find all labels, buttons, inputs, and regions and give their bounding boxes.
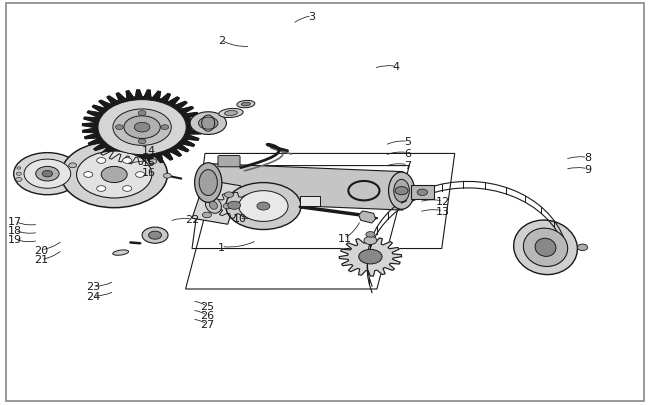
Circle shape — [123, 186, 132, 192]
Ellipse shape — [194, 163, 222, 203]
Circle shape — [16, 178, 22, 182]
Ellipse shape — [224, 111, 237, 116]
Circle shape — [77, 151, 152, 198]
Ellipse shape — [241, 103, 250, 107]
Polygon shape — [245, 195, 281, 218]
Polygon shape — [192, 180, 240, 225]
Text: 26: 26 — [200, 311, 214, 320]
Circle shape — [257, 202, 270, 211]
Polygon shape — [83, 91, 202, 165]
Circle shape — [97, 158, 106, 164]
Circle shape — [224, 192, 233, 198]
Circle shape — [123, 158, 132, 164]
Ellipse shape — [514, 220, 577, 275]
Circle shape — [226, 183, 301, 230]
Polygon shape — [339, 238, 402, 276]
Ellipse shape — [523, 228, 567, 267]
Circle shape — [202, 213, 211, 218]
Text: 11: 11 — [337, 234, 352, 244]
Circle shape — [69, 164, 77, 168]
Text: 12: 12 — [436, 197, 450, 207]
Text: 6: 6 — [404, 148, 411, 158]
Circle shape — [223, 204, 232, 209]
Text: 24: 24 — [86, 291, 100, 301]
Circle shape — [14, 153, 81, 195]
Text: 9: 9 — [584, 164, 592, 175]
Ellipse shape — [535, 239, 556, 257]
Text: 3: 3 — [309, 12, 315, 22]
Circle shape — [42, 171, 53, 177]
Text: 27: 27 — [200, 320, 214, 329]
Circle shape — [366, 232, 375, 238]
Circle shape — [149, 160, 157, 164]
Ellipse shape — [237, 101, 255, 109]
Ellipse shape — [219, 109, 243, 118]
Text: 4: 4 — [393, 62, 400, 72]
Circle shape — [101, 167, 127, 183]
Circle shape — [24, 160, 71, 189]
Polygon shape — [359, 211, 376, 224]
Circle shape — [577, 245, 588, 251]
Circle shape — [239, 191, 288, 222]
Polygon shape — [214, 193, 255, 219]
Circle shape — [116, 126, 124, 130]
FancyBboxPatch shape — [411, 186, 434, 200]
Circle shape — [417, 190, 428, 196]
Text: 10: 10 — [233, 214, 246, 224]
Circle shape — [98, 100, 186, 155]
Circle shape — [138, 111, 146, 116]
Ellipse shape — [394, 180, 410, 202]
Ellipse shape — [205, 198, 222, 214]
Circle shape — [124, 117, 161, 139]
Circle shape — [138, 140, 146, 144]
Text: 18: 18 — [8, 226, 22, 236]
Circle shape — [364, 237, 377, 245]
Circle shape — [36, 167, 59, 181]
Text: 17: 17 — [8, 217, 22, 227]
Text: 2: 2 — [218, 36, 225, 46]
Text: 1: 1 — [218, 242, 225, 252]
Text: 8: 8 — [584, 153, 592, 163]
Text: 21: 21 — [34, 255, 48, 265]
Circle shape — [198, 118, 218, 130]
Circle shape — [164, 174, 172, 179]
Text: 13: 13 — [436, 207, 450, 216]
Text: 16: 16 — [142, 168, 155, 178]
FancyBboxPatch shape — [218, 156, 240, 167]
Text: 23: 23 — [86, 281, 100, 292]
Text: 5: 5 — [404, 137, 411, 147]
Circle shape — [142, 228, 168, 244]
Circle shape — [161, 126, 169, 130]
Text: 20: 20 — [34, 245, 48, 255]
Circle shape — [395, 187, 408, 195]
Text: 25: 25 — [200, 302, 214, 311]
Ellipse shape — [199, 170, 217, 196]
Circle shape — [227, 202, 240, 210]
Circle shape — [203, 188, 213, 193]
Circle shape — [61, 142, 168, 208]
Circle shape — [149, 232, 162, 240]
Circle shape — [113, 110, 172, 146]
Text: 19: 19 — [8, 234, 22, 245]
Text: 22: 22 — [185, 215, 199, 224]
Ellipse shape — [389, 173, 415, 210]
Circle shape — [359, 250, 382, 264]
Text: 14: 14 — [142, 146, 155, 156]
Circle shape — [136, 172, 145, 178]
Ellipse shape — [113, 250, 129, 256]
Circle shape — [190, 113, 226, 135]
FancyBboxPatch shape — [300, 196, 320, 207]
Text: 15: 15 — [142, 157, 155, 167]
Circle shape — [84, 172, 93, 178]
Polygon shape — [208, 164, 403, 211]
Circle shape — [135, 123, 150, 133]
Circle shape — [17, 167, 21, 170]
Circle shape — [97, 186, 106, 192]
Ellipse shape — [209, 202, 218, 210]
Circle shape — [16, 173, 21, 176]
Text: 7: 7 — [404, 160, 411, 171]
